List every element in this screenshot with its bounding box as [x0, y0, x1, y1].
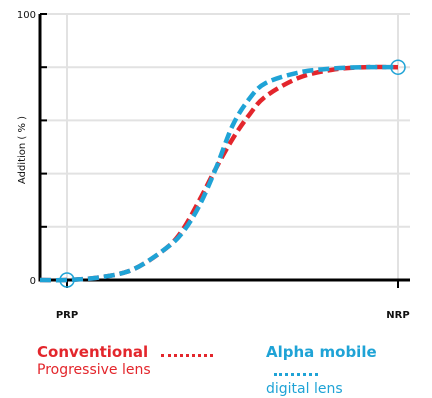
legend-alpha-mobile-name: Alpha mobile: [266, 343, 377, 361]
series-alpha-mobile-line: [39, 64, 399, 283]
x-tick-label: NRP: [386, 310, 409, 321]
y-axis-label: Addition ( % ): [17, 116, 28, 184]
legend-alpha-mobile-sub: digital lens: [266, 381, 343, 397]
gridlines: [40, 13, 410, 280]
legend-alpha-mobile-swatch: [274, 373, 318, 376]
axes: [38, 13, 410, 288]
chart: Addition ( % ) 0 100 PRP NRP: [17, 10, 410, 321]
legend-conventional-name: Conventional: [37, 343, 149, 361]
marker-nrp: [390, 59, 406, 75]
y-tick-label: 100: [17, 10, 36, 21]
legend-entry-alpha-mobile: Alpha mobile digital lens: [266, 342, 432, 398]
y-tick-label: 0: [30, 276, 36, 287]
legend-conventional-swatch: [161, 354, 214, 357]
marker-prp: [59, 272, 75, 288]
series-lines: [39, 64, 399, 283]
tick-labels: 0 100 PRP NRP: [17, 10, 410, 321]
x-tick-label: PRP: [56, 310, 78, 321]
legend-entry-conventional: Conventional Progressive lens: [37, 342, 214, 379]
point-markers: [59, 59, 406, 288]
legend-conventional-sub: Progressive lens: [37, 362, 151, 378]
